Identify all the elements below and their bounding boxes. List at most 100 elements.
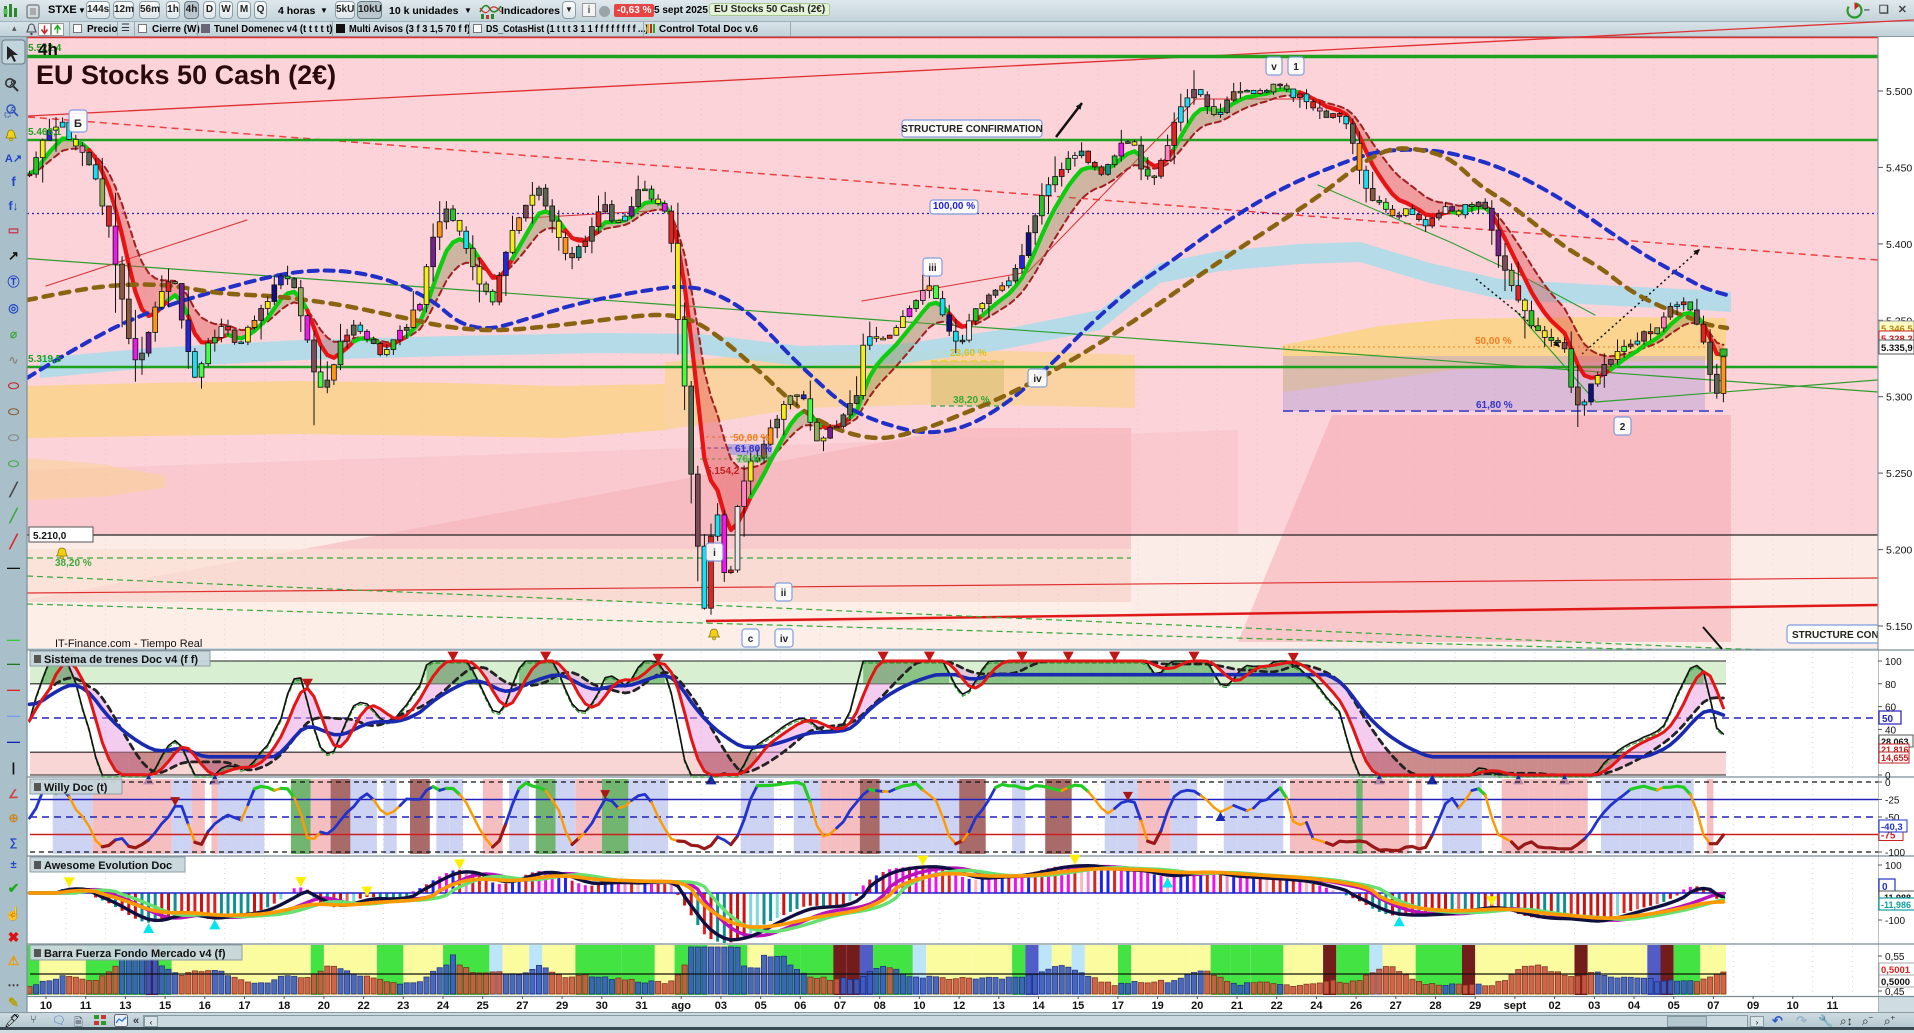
svg-text:22: 22 [357, 1000, 369, 1012]
svg-text:-100: -100 [1885, 848, 1905, 859]
svg-text:Sistema de trenes Doc v4 (f f): Sistema de trenes Doc v4 (f f) [44, 654, 198, 666]
svg-text:29: 29 [1469, 1000, 1481, 1012]
svg-text:5.400: 5.400 [1886, 239, 1912, 251]
svg-text:—: — [7, 682, 20, 697]
svg-text:✔: ✔ [8, 880, 20, 896]
svg-text:±: ± [10, 859, 16, 871]
svg-text:∑: ∑ [10, 837, 18, 849]
svg-text:15: 15 [159, 1000, 171, 1012]
svg-text:10: 10 [1787, 1000, 1799, 1012]
svg-text:ii: ii [781, 588, 787, 599]
svg-text:IT-Finance.com - Tiempo Real: IT-Finance.com - Tiempo Real [55, 638, 202, 650]
svg-text:Б: Б [74, 118, 82, 130]
svg-text:08: 08 [874, 1000, 886, 1012]
svg-text:23,60 %: 23,60 % [950, 348, 987, 359]
svg-text:▭: ▭ [8, 223, 19, 237]
svg-text:28: 28 [1429, 1000, 1441, 1012]
svg-text:↗: ↗ [8, 248, 19, 263]
svg-text:ago: ago [671, 1000, 691, 1012]
svg-text:|: | [12, 760, 16, 775]
svg-text:50: 50 [1882, 714, 1894, 725]
svg-text:4h: 4h [38, 40, 58, 59]
svg-text:sept: sept [1504, 1000, 1527, 1012]
svg-text:-100: -100 [1885, 916, 1905, 927]
svg-text:13: 13 [993, 1000, 1005, 1012]
svg-text:31: 31 [635, 1000, 647, 1012]
svg-text:27: 27 [516, 1000, 528, 1012]
svg-text:Barra Fuerza Fondo Mercado v4: Barra Fuerza Fondo Mercado v4 (f) [44, 948, 226, 960]
svg-text:0,5001: 0,5001 [1881, 965, 1911, 976]
svg-text:Ⓣ: Ⓣ [7, 274, 19, 289]
svg-text:☝: ☝ [5, 905, 21, 922]
svg-text:07: 07 [1707, 1000, 1719, 1012]
svg-text:18: 18 [278, 1000, 290, 1012]
svg-text:10: 10 [40, 1000, 52, 1012]
svg-text:80: 80 [1885, 680, 1897, 691]
svg-text:06: 06 [794, 1000, 806, 1012]
svg-text:—: — [7, 708, 20, 723]
svg-text:╱: ╱ [9, 481, 19, 498]
svg-text:i: i [713, 548, 716, 559]
svg-text:5.150: 5.150 [1886, 621, 1912, 633]
svg-text:05: 05 [754, 1000, 766, 1012]
svg-text:-11,986: -11,986 [1881, 900, 1911, 910]
svg-text:f↓: f↓ [9, 199, 19, 213]
svg-text:⬭: ⬭ [8, 404, 20, 419]
svg-text:2: 2 [1620, 422, 1626, 433]
svg-text:30: 30 [596, 1000, 608, 1012]
svg-text:24: 24 [437, 1000, 450, 1012]
svg-text:21: 21 [1231, 1000, 1243, 1012]
svg-text:0,45: 0,45 [1885, 987, 1905, 998]
svg-text:5.500: 5.500 [1886, 86, 1912, 98]
svg-text:-40,3: -40,3 [1881, 822, 1903, 833]
svg-text:—: — [7, 632, 20, 647]
svg-text:0: 0 [1885, 778, 1891, 789]
svg-text:iii: iii [928, 263, 937, 274]
svg-text:⬭: ⬭ [8, 378, 20, 393]
svg-text:5.210,0: 5.210,0 [33, 531, 67, 542]
svg-text:⬭: ⬭ [8, 456, 20, 471]
svg-text:23: 23 [397, 1000, 409, 1012]
svg-text:✖: ✖ [8, 929, 20, 945]
svg-text:—: — [7, 560, 20, 575]
svg-text:╱: ╱ [9, 507, 19, 524]
svg-text:24: 24 [1310, 1000, 1323, 1012]
svg-text:10: 10 [913, 1000, 925, 1012]
svg-text:✎: ✎ [8, 995, 19, 1010]
svg-text:26: 26 [1350, 1000, 1362, 1012]
svg-text:20: 20 [1191, 1000, 1203, 1012]
svg-text:1: 1 [1293, 62, 1299, 73]
svg-text:04: 04 [1628, 1000, 1641, 1012]
svg-text:22: 22 [1271, 1000, 1283, 1012]
svg-text:02: 02 [1548, 1000, 1560, 1012]
svg-text:∠: ∠ [8, 787, 19, 801]
svg-text:29: 29 [556, 1000, 568, 1012]
svg-text:╱: ╱ [9, 533, 19, 550]
svg-text:f: f [11, 174, 16, 189]
svg-text:61,80 %: 61,80 % [1476, 400, 1513, 411]
svg-text:38,20 %: 38,20 % [55, 558, 92, 569]
svg-text:5.319,5: 5.319,5 [28, 354, 62, 365]
svg-text:EU Stocks 50 Cash (2€): EU Stocks 50 Cash (2€) [36, 60, 336, 90]
svg-text:38,20 %: 38,20 % [953, 395, 990, 406]
svg-text:◎: ◎ [8, 301, 19, 315]
svg-text:25: 25 [477, 1000, 489, 1012]
svg-text:⋯: ⋯ [8, 978, 20, 992]
svg-text:⬭: ⬭ [8, 430, 20, 445]
svg-text:-25: -25 [1885, 796, 1900, 807]
svg-text:5.335,9: 5.335,9 [1881, 343, 1913, 354]
svg-text:50,00 %: 50,00 % [733, 433, 770, 444]
svg-text:0,5000: 0,5000 [1881, 977, 1910, 988]
svg-text:iv: iv [1033, 374, 1042, 385]
svg-text:—: — [7, 734, 20, 749]
svg-text:03: 03 [715, 1000, 727, 1012]
svg-text:76,40 %: 76,40 % [737, 454, 774, 465]
svg-text:05: 05 [1668, 1000, 1680, 1012]
svg-text:5.200: 5.200 [1886, 545, 1912, 557]
svg-text:03: 03 [1588, 1000, 1600, 1012]
svg-text:14,655: 14,655 [1881, 753, 1909, 763]
svg-text:100: 100 [1885, 861, 1902, 872]
svg-text:5.450: 5.450 [1886, 162, 1912, 174]
svg-text:5.468,1: 5.468,1 [28, 127, 62, 138]
svg-text:17: 17 [1112, 1000, 1124, 1012]
